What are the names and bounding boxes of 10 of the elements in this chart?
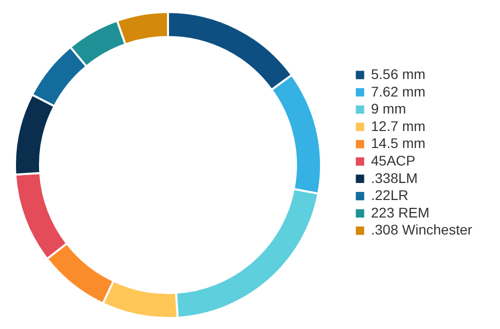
- legend-label: 7.62 mm: [371, 83, 426, 100]
- legend-label: 5.56 mm: [371, 66, 426, 82]
- legend-label: 12.7 mm: [371, 118, 426, 134]
- legend-label: .338LM: [371, 170, 418, 186]
- legend-label: 45ACP: [371, 152, 416, 168]
- legend-label: .308 Winchester: [371, 222, 472, 238]
- legend-label: 223 REM: [371, 204, 430, 220]
- legend-label: .22LR: [371, 187, 408, 204]
- legend-label: 9 mm: [371, 100, 406, 117]
- legend-label: 14.5 mm: [371, 135, 426, 152]
